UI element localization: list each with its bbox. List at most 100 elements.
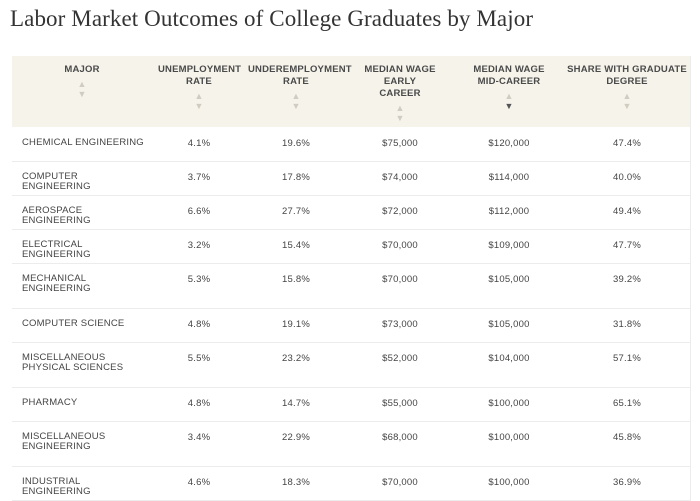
- graduate-degree-share-cell: 45.8%: [564, 421, 690, 467]
- median-wage-mid-cell: $104,000: [454, 342, 564, 388]
- unemployment-rate-cell: 4.1%: [152, 127, 246, 162]
- sort-descending-icon[interactable]: ▼: [504, 101, 514, 111]
- graduate-degree-share-cell: 39.2%: [564, 263, 690, 309]
- column-header-label: MAJOR: [64, 64, 100, 75]
- median-wage-mid-cell: $100,000: [454, 421, 564, 467]
- median-wage-early-cell: $73,000: [346, 308, 454, 343]
- table-header-row: MAJOR ▲ ▼ UNEMPLOYMENT RATE ▲ ▼: [12, 56, 690, 127]
- sort-ascending-icon[interactable]: ▲: [622, 91, 632, 101]
- unemployment-rate-cell: 3.2%: [152, 229, 246, 264]
- unemployment-rate-cell: 3.4%: [152, 421, 246, 467]
- underemployment-rate-cell: 18.3%: [246, 466, 346, 501]
- underemployment-rate-cell: 14.7%: [246, 387, 346, 422]
- sort-control[interactable]: ▲ ▼: [194, 92, 203, 112]
- underemployment-rate-cell: 17.8%: [246, 161, 346, 196]
- major-label: MECHANICAL ENGINEERING: [22, 272, 91, 294]
- graduate-degree-share-cell: 65.1%: [564, 387, 690, 422]
- median-wage-mid-cell: $100,000: [454, 466, 564, 501]
- graduate-degree-share-cell: 36.9%: [564, 466, 690, 501]
- major-label: MISCELLANEOUS PHYSICAL SCIENCES: [22, 351, 124, 373]
- column-header-median-wage-mid[interactable]: MEDIAN WAGE MID-CAREER ▲ ▼: [454, 56, 564, 127]
- median-wage-early-cell: $70,000: [346, 229, 454, 264]
- underemployment-rate-cell: 23.2%: [246, 342, 346, 388]
- table-row: PHARMACY 4.8% 14.7% $55,000 $100,000 65.…: [12, 387, 690, 422]
- table-row: COMPUTER ENGINEERING 3.7% 17.8% $74,000 …: [12, 161, 690, 196]
- underemployment-rate-cell: 19.1%: [246, 308, 346, 343]
- sort-control[interactable]: ▲ ▼: [77, 80, 86, 100]
- column-header-unemployment-rate[interactable]: UNEMPLOYMENT RATE ▲ ▼: [152, 56, 246, 127]
- unemployment-rate-cell: 5.5%: [152, 342, 246, 388]
- major-cell: CHEMICAL ENGINEERING: [12, 127, 152, 162]
- underemployment-rate-cell: 15.4%: [246, 229, 346, 264]
- median-wage-early-cell: $70,000: [346, 263, 454, 309]
- column-header-label: SHARE WITH GRADUATE DEGREE: [567, 64, 687, 87]
- unemployment-rate-cell: 4.6%: [152, 466, 246, 501]
- sort-ascending-icon[interactable]: ▲: [291, 91, 301, 101]
- major-cell: ELECTRICAL ENGINEERING: [12, 229, 152, 264]
- sort-control[interactable]: ▲ ▼: [622, 92, 631, 112]
- data-table-container: MAJOR ▲ ▼ UNEMPLOYMENT RATE ▲ ▼: [12, 56, 691, 501]
- sort-control[interactable]: ▲ ▼: [504, 92, 513, 112]
- column-header-label: UNDEREMPLOYMENT RATE: [248, 64, 352, 87]
- graduate-degree-share-cell: 49.4%: [564, 195, 690, 230]
- graduate-degree-share-cell: 40.0%: [564, 161, 690, 196]
- unemployment-rate-cell: 6.6%: [152, 195, 246, 230]
- column-header-median-wage-early[interactable]: MEDIAN WAGE EARLY CAREER ▲ ▼: [346, 56, 454, 127]
- sort-descending-icon[interactable]: ▼: [291, 101, 301, 111]
- major-cell: MISCELLANEOUS ENGINEERING: [12, 421, 152, 467]
- column-header-major[interactable]: MAJOR ▲ ▼: [12, 56, 152, 127]
- underemployment-rate-cell: 15.8%: [246, 263, 346, 309]
- median-wage-early-cell: $75,000: [346, 127, 454, 162]
- median-wage-early-cell: $68,000: [346, 421, 454, 467]
- median-wage-early-cell: $74,000: [346, 161, 454, 196]
- underemployment-rate-cell: 27.7%: [246, 195, 346, 230]
- major-cell: COMPUTER ENGINEERING: [12, 161, 152, 196]
- major-label: MISCELLANEOUS ENGINEERING: [22, 430, 106, 452]
- graduate-degree-share-cell: 31.8%: [564, 308, 690, 343]
- table-row: ELECTRICAL ENGINEERING 3.2% 15.4% $70,00…: [12, 229, 690, 264]
- unemployment-rate-cell: 4.8%: [152, 387, 246, 422]
- column-header-label: MEDIAN WAGE EARLY CAREER: [364, 64, 436, 99]
- major-cell: MISCELLANEOUS PHYSICAL SCIENCES: [12, 342, 152, 388]
- median-wage-mid-cell: $120,000: [454, 127, 564, 162]
- graduate-degree-share-cell: 47.4%: [564, 127, 690, 162]
- major-cell: COMPUTER SCIENCE: [12, 308, 152, 343]
- unemployment-rate-cell: 4.8%: [152, 308, 246, 343]
- major-cell: AEROSPACE ENGINEERING: [12, 195, 152, 230]
- sort-descending-icon[interactable]: ▼: [622, 101, 632, 111]
- sort-ascending-icon[interactable]: ▲: [504, 91, 514, 101]
- table-row: MECHANICAL ENGINEERING 5.3% 15.8% $70,00…: [12, 263, 690, 309]
- table-row: COMPUTER SCIENCE 4.8% 19.1% $73,000 $105…: [12, 308, 690, 343]
- sort-descending-icon[interactable]: ▼: [77, 89, 87, 99]
- underemployment-rate-cell: 22.9%: [246, 421, 346, 467]
- sort-ascending-icon[interactable]: ▲: [395, 103, 405, 113]
- column-header-label: UNEMPLOYMENT RATE: [158, 64, 242, 87]
- median-wage-early-cell: $70,000: [346, 466, 454, 501]
- column-header-underemployment-rate[interactable]: UNDEREMPLOYMENT RATE ▲ ▼: [246, 56, 352, 127]
- page-title: Labor Market Outcomes of College Graduat…: [10, 6, 534, 31]
- median-wage-mid-cell: $100,000: [454, 387, 564, 422]
- sort-control[interactable]: ▲ ▼: [395, 104, 404, 124]
- major-cell: MECHANICAL ENGINEERING: [12, 263, 152, 309]
- median-wage-mid-cell: $109,000: [454, 229, 564, 264]
- sort-control[interactable]: ▲ ▼: [291, 92, 300, 112]
- majors-table: MAJOR ▲ ▼ UNEMPLOYMENT RATE ▲ ▼: [12, 56, 690, 501]
- median-wage-mid-cell: $114,000: [454, 161, 564, 196]
- median-wage-mid-cell: $112,000: [454, 195, 564, 230]
- major-cell: PHARMACY: [12, 387, 152, 422]
- graduate-degree-share-cell: 47.7%: [564, 229, 690, 264]
- table-row: MISCELLANEOUS ENGINEERING 3.4% 22.9% $68…: [12, 421, 690, 467]
- unemployment-rate-cell: 5.3%: [152, 263, 246, 309]
- unemployment-rate-cell: 3.7%: [152, 161, 246, 196]
- column-header-graduate-degree-share[interactable]: SHARE WITH GRADUATE DEGREE ▲ ▼: [564, 56, 690, 127]
- sort-descending-icon[interactable]: ▼: [194, 101, 204, 111]
- sort-descending-icon[interactable]: ▼: [395, 113, 405, 123]
- sort-ascending-icon[interactable]: ▲: [194, 91, 204, 101]
- underemployment-rate-cell: 19.6%: [246, 127, 346, 162]
- median-wage-early-cell: $55,000: [346, 387, 454, 422]
- column-header-label: MEDIAN WAGE MID-CAREER: [473, 64, 545, 87]
- median-wage-mid-cell: $105,000: [454, 263, 564, 309]
- median-wage-early-cell: $72,000: [346, 195, 454, 230]
- sort-ascending-icon[interactable]: ▲: [77, 79, 87, 89]
- table-row: CHEMICAL ENGINEERING 4.1% 19.6% $75,000 …: [12, 127, 690, 162]
